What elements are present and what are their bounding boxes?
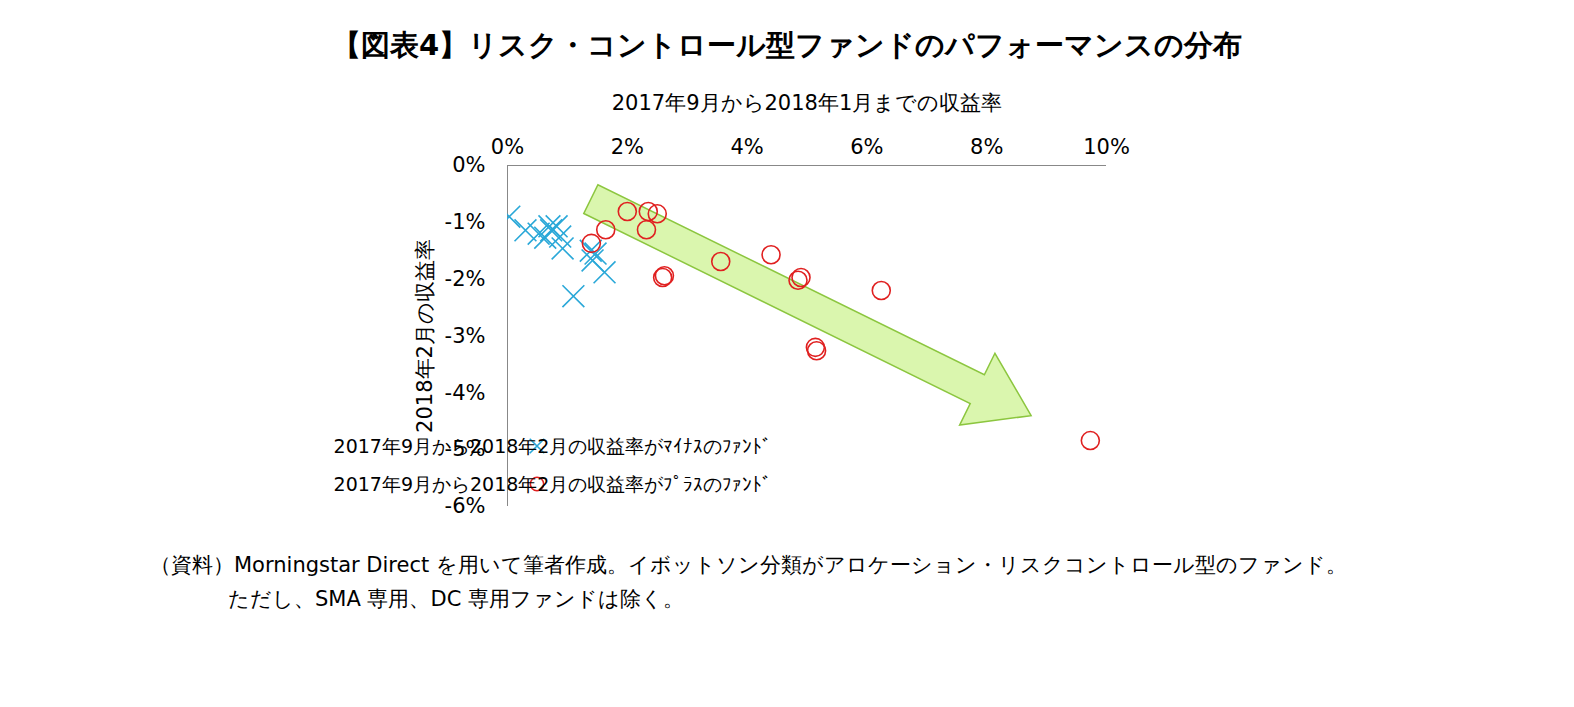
html-text:（資料）Morningstar Direct を用いて筆者作: （資料）Morningstar Direct を用いて筆者作成。イボットソン分類… — [150, 553, 1347, 577]
html-text:ただし、SMA 専用、DC 専用ファンドは除く。: ただし、SMA 専用、DC 専用ファンドは除く。 — [228, 587, 684, 611]
svg-text:8%: 8% — [970, 135, 1003, 159]
html-text:【図表4】リスク・コントロール型ファンドのパフォーマンスの分: 【図表4】リスク・コントロール型ファンドのパフォーマンスの分布 — [331, 28, 1243, 62]
svg-text:6%: 6% — [850, 135, 883, 159]
svg-text:2%: 2% — [611, 135, 644, 159]
svg-text:2017年9月から2018年2月の収益率がﾏｲﾅｽのﾌｧﾝﾄ: 2017年9月から2018年2月の収益率がﾏｲﾅｽのﾌｧﾝﾄﾞ — [334, 435, 773, 457]
svg-text:-4%: -4% — [445, 381, 486, 405]
svg-text:4%: 4% — [730, 135, 763, 159]
svg-text:2018年2月の収益率: 2018年2月の収益率 — [413, 239, 437, 433]
svg-text:-6%: -6% — [445, 494, 486, 518]
svg-text:-1%: -1% — [445, 210, 486, 234]
svg-text:-3%: -3% — [445, 324, 486, 348]
svg-text:-2%: -2% — [445, 267, 486, 291]
svg-text:2017年9月から2018年2月の収益率がﾌﾟﾗｽのﾌｧﾝﾄ: 2017年9月から2018年2月の収益率がﾌﾟﾗｽのﾌｧﾝﾄﾞ — [334, 473, 773, 495]
svg-text:0%: 0% — [452, 153, 485, 177]
svg-text:10%: 10% — [1083, 135, 1130, 159]
svg-text:2017年9月から2018年1月までの収益率: 2017年9月から2018年1月までの収益率 — [612, 91, 1003, 115]
svg-text:0%: 0% — [491, 135, 524, 159]
